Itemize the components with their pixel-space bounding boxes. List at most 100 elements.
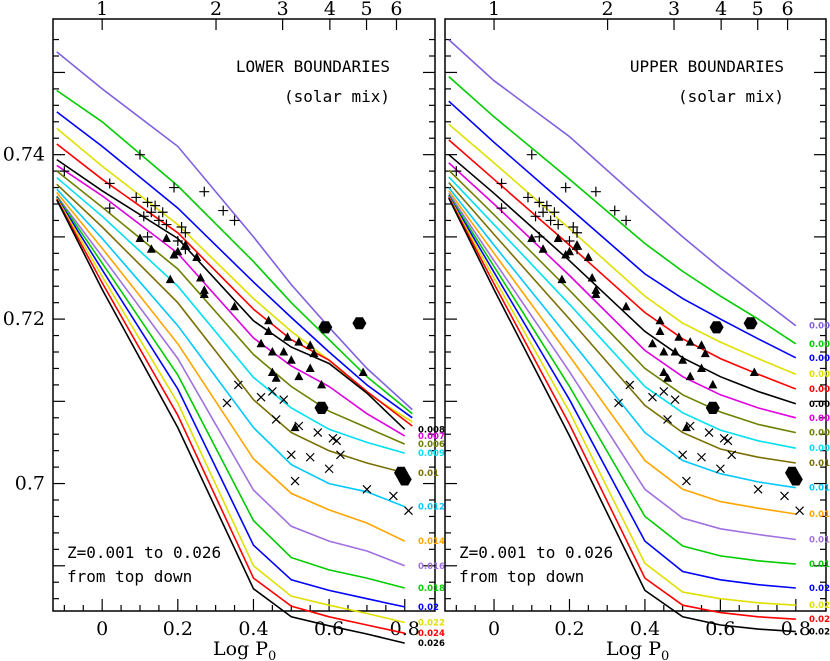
star-marker-cross — [286, 450, 296, 460]
star-marker-plus — [560, 182, 571, 193]
curve-label: 0.024 — [809, 615, 830, 625]
star-marker-hexagon — [314, 401, 329, 414]
panel-title: LOWER BOUNDARIES — [236, 57, 390, 76]
star-marker-cross — [336, 450, 345, 460]
boundary-curve-z-0.02 — [448, 195, 796, 589]
period-tick-label: 2 — [210, 0, 222, 20]
star-marker-plus — [146, 207, 157, 218]
star-marker-plus — [150, 200, 161, 211]
star-marker-cross — [678, 450, 688, 460]
star-marker-plus — [522, 192, 533, 203]
curve-label: 0.007 — [418, 432, 445, 442]
star-marker-triangle — [286, 355, 296, 364]
boundary-curve-z-0.024 — [448, 197, 796, 620]
curve-label: 0.022 — [809, 601, 830, 611]
z-note-line-2: from top down — [67, 567, 192, 586]
star-marker-cross — [256, 392, 266, 402]
star-marker-cross — [305, 452, 315, 462]
star-marker-triangle — [659, 367, 669, 377]
star-marker-plus — [530, 211, 541, 222]
x-tick-label: 0 — [488, 618, 500, 640]
star-marker-triangle — [267, 367, 277, 377]
star-marker-triangle — [678, 355, 688, 364]
star-marker-triangle — [655, 326, 665, 335]
star-marker-triangle — [146, 244, 156, 253]
z-note-line-2: from top down — [459, 567, 584, 586]
star-marker-triangle — [591, 289, 601, 298]
star-marker-plus — [541, 200, 552, 211]
period-tick-label: 5 — [752, 0, 764, 20]
curve-label: 0.016 — [809, 535, 830, 545]
star-marker-plus — [621, 215, 632, 226]
z-note-line-1: Z=0.001 to 0.026 — [67, 543, 221, 562]
boundary-curve-z-0.018 — [56, 196, 405, 589]
star-marker-cross — [328, 433, 338, 443]
star-marker-plus — [564, 236, 575, 246]
boundary-curve-z-0.022 — [448, 196, 796, 606]
star-marker-plus — [131, 192, 142, 203]
boundary-curve — [56, 89, 413, 415]
x-tick-label: 0.2 — [163, 618, 193, 640]
star-marker-plus — [609, 205, 620, 216]
star-marker-triangle — [161, 233, 171, 243]
boundary-curve-z-0.001 — [448, 39, 797, 327]
star-marker-triangle — [659, 347, 669, 356]
star-marker-hexagon — [705, 401, 720, 414]
star-marker-hexagon — [743, 317, 758, 330]
star-marker-hexagon — [352, 317, 367, 330]
plot-frame — [52, 18, 436, 612]
curve-label: 0.006 — [809, 400, 830, 410]
star-marker-cross — [685, 421, 695, 431]
boundary-curve-z-0.014 — [448, 190, 796, 515]
boundary-curve-z-0.022 — [56, 197, 405, 624]
star-marker-triangle — [199, 289, 209, 298]
period-tick-label: 4 — [324, 0, 336, 20]
star-marker-triangle — [583, 252, 593, 261]
period-tick-label: 6 — [390, 0, 402, 20]
curve-label: 0.026 — [418, 639, 445, 649]
star-marker-plus — [180, 227, 191, 238]
star-marker-cross — [659, 387, 669, 396]
star-marker-triangle — [173, 246, 183, 256]
boundary-curve-z-0.009 — [448, 176, 796, 449]
star-marker-triangle — [317, 379, 327, 389]
curve-label: 0.018 — [418, 584, 445, 594]
star-marker-plus — [153, 215, 164, 226]
star-marker-cross — [614, 398, 623, 408]
star-marker-plus — [534, 231, 545, 242]
star-marker-triangle — [749, 367, 759, 377]
star-marker-cross — [294, 421, 304, 431]
boundary-curve — [56, 111, 413, 419]
curve-label: 0.006 — [418, 440, 445, 450]
star-marker-plus — [176, 222, 187, 233]
star-marker-plus — [138, 211, 149, 222]
x-tick-label: 0 — [96, 618, 108, 640]
star-marker-triangle — [230, 301, 240, 311]
star-marker-triangle — [264, 326, 274, 335]
star-marker-triangle — [674, 332, 684, 341]
curve-label: 0.024 — [418, 629, 445, 639]
curve-label: 0.009 — [418, 449, 445, 459]
star-marker-cross — [233, 380, 243, 390]
star-marker-plus — [172, 236, 183, 246]
x-tick-label: 0.8 — [781, 618, 811, 640]
curve-label: 0.01 — [809, 459, 830, 469]
star-marker-triangle — [264, 315, 274, 325]
star-marker-triangle — [294, 371, 304, 381]
period-tick-label: 4 — [715, 0, 727, 20]
curve-label: 0.008 — [418, 425, 445, 435]
star-marker-hexagon — [709, 321, 724, 334]
boundary-curve-z-0.01 — [448, 182, 796, 464]
y-tick-label: 0.72 — [3, 308, 45, 330]
star-marker-triangle — [165, 274, 175, 284]
boundary-curve-z-0.009 — [56, 177, 405, 454]
star-marker-triangle — [267, 347, 277, 356]
x-tick-label: 0.4 — [630, 618, 660, 640]
boundary-curve-z-0.007 — [448, 162, 797, 419]
star-marker-triangle — [192, 252, 202, 261]
panel-lower-boundaries: LOWER BOUNDARIES (solar mix) Z=0.001 to … — [3, 0, 445, 661]
curve-label: 0.001 — [809, 322, 830, 332]
boundary-curve-z-0.004 — [448, 123, 797, 375]
star-marker-cross — [332, 436, 342, 446]
star-marker-plus — [104, 178, 115, 189]
